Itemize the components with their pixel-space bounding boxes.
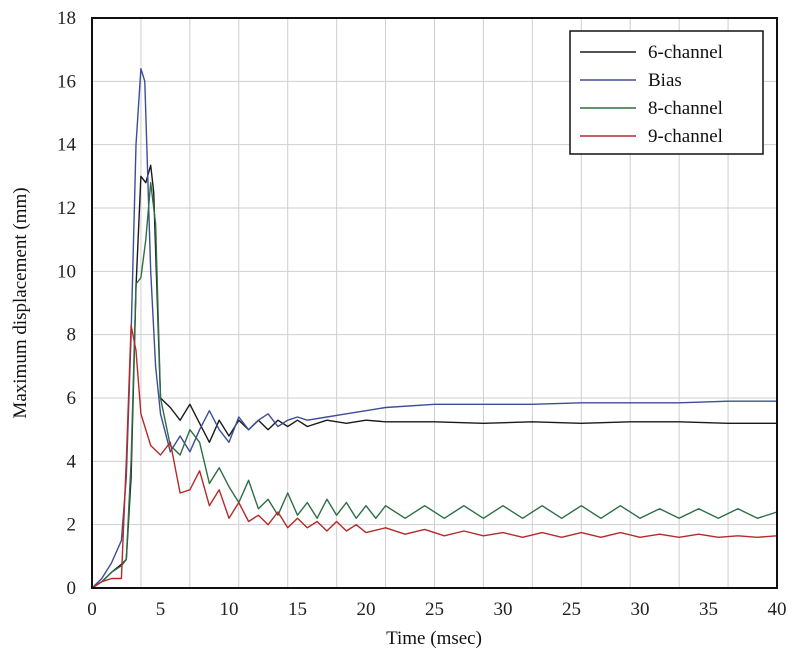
series-line-bias <box>91 68 777 589</box>
x-tick-label: 0 <box>87 599 97 620</box>
y-tick-label: 8 <box>67 325 77 346</box>
y-tick-label: 6 <box>67 388 77 409</box>
x-tick-label: 20 <box>357 599 376 620</box>
plot-frame <box>91 17 778 589</box>
x-tick-label: 5 <box>156 599 166 620</box>
legend: 6-channel Bias 8-channel 9-channel <box>569 30 764 155</box>
y-tick-label: 12 <box>57 198 76 219</box>
x-tick-label: 25 <box>562 599 581 620</box>
x-tick-label: 35 <box>699 599 718 620</box>
x-axis-ticks: 0 5 10 15 20 25 30 25 30 35 40 <box>87 599 786 620</box>
series-line-9-channel <box>91 324 778 589</box>
y-tick-label: 10 <box>57 261 76 282</box>
legend-label: 9-channel <box>648 126 723 147</box>
y-tick-label: 18 <box>57 8 76 29</box>
x-tick-label: 10 <box>220 599 239 620</box>
y-axis-title: Maximum displacement (mm) <box>10 187 31 418</box>
y-tick-label: 4 <box>67 451 77 472</box>
series-line-8-channel <box>91 182 778 589</box>
x-tick-label: 25 <box>425 599 444 620</box>
x-tick-label: 30 <box>494 599 513 620</box>
y-axis-ticks: 0 2 4 6 8 10 12 14 16 18 <box>57 8 77 599</box>
y-tick-label: 16 <box>57 71 76 92</box>
plot-area <box>91 68 778 589</box>
x-tick-label: 30 <box>631 599 650 620</box>
y-tick-label: 0 <box>67 578 77 599</box>
x-tick-label: 40 <box>768 599 787 620</box>
series-line-6-channel <box>91 164 777 589</box>
x-axis-title: Time (msec) <box>386 628 482 649</box>
x-tick-label: 15 <box>288 599 307 620</box>
legend-label: 8-channel <box>648 98 723 119</box>
y-tick-label: 2 <box>67 515 77 536</box>
legend-label: Bias <box>648 70 682 91</box>
y-tick-label: 14 <box>57 135 77 156</box>
legend-label: 6-channel <box>648 42 723 63</box>
